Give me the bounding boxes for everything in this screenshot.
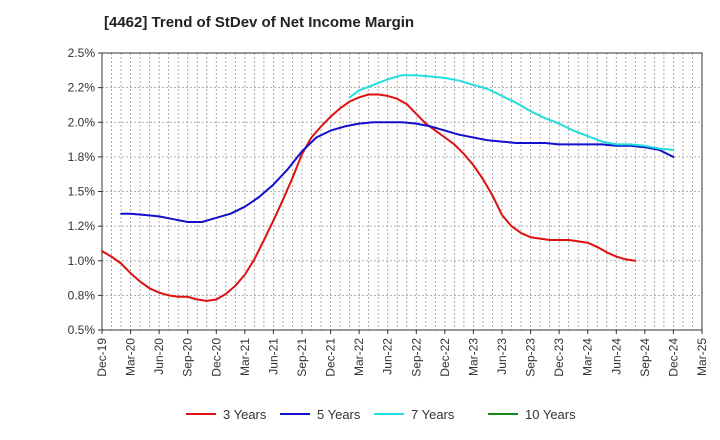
- x-tick-label: Sep-20: [181, 338, 195, 377]
- y-axis-ticks: 0.5% 0.8% 1.0% 1.2% 1.5% 1.8% 2.0% 2.2% 2.5%: [68, 46, 96, 337]
- y-tick-label: 0.8%: [68, 288, 96, 302]
- x-tick-label: Mar-20: [124, 338, 138, 376]
- y-tick-label: 2.5%: [68, 46, 96, 60]
- series-lines: [101, 74, 675, 302]
- x-tick-label: Sep-21: [295, 338, 309, 377]
- series-line-3-years: [101, 93, 637, 302]
- y-tick-label: 1.2%: [68, 219, 96, 233]
- legend: 3 Years 5 Years 7 Years 10 Years: [186, 407, 576, 422]
- grid: [102, 53, 702, 330]
- y-tick-label: 1.0%: [68, 254, 96, 268]
- x-tick-label: Dec-23: [552, 338, 566, 377]
- x-tick-label: Dec-24: [666, 338, 680, 377]
- y-tick-label: 2.2%: [68, 81, 96, 95]
- x-tick-label: Mar-22: [352, 338, 366, 376]
- x-tick-label: Mar-23: [466, 338, 480, 376]
- x-tick-label: Sep-24: [638, 338, 652, 377]
- y-tick-label: 0.5%: [68, 323, 96, 337]
- series-line-5-years: [120, 121, 675, 223]
- x-tick-label: Jun-22: [381, 338, 395, 375]
- x-tick-label: Dec-19: [95, 338, 109, 377]
- legend-label: 5 Years: [317, 407, 361, 422]
- series-line-7-years: [348, 74, 675, 151]
- x-tick-label: Jun-23: [495, 338, 509, 375]
- y-tick-label: 2.0%: [68, 115, 96, 129]
- x-tick-label: Sep-22: [409, 338, 423, 377]
- y-tick-label: 1.8%: [68, 150, 96, 164]
- x-tick-label: Mar-25: [695, 338, 709, 376]
- axes: [98, 52, 703, 334]
- x-tick-label: Mar-24: [581, 338, 595, 376]
- legend-label: 7 Years: [411, 407, 455, 422]
- x-tick-label: Dec-22: [438, 338, 452, 377]
- x-tick-label: Mar-21: [238, 338, 252, 376]
- x-tick-label: Jun-21: [266, 338, 280, 375]
- y-tick-label: 1.5%: [68, 185, 96, 199]
- x-tick-label: Dec-21: [324, 338, 338, 377]
- x-tick-label: Jun-20: [152, 338, 166, 375]
- plot-frame: [101, 52, 703, 331]
- x-tick-label: Jun-24: [609, 338, 623, 375]
- x-tick-label: Dec-20: [209, 338, 223, 377]
- x-tick-label: Sep-23: [524, 338, 538, 377]
- legend-label: 10 Years: [525, 407, 576, 422]
- legend-label: 3 Years: [223, 407, 267, 422]
- x-axis-ticks: Dec-19 Mar-20 Jun-20 Sep-20 Dec-20 Mar-21 Jun-…: [95, 338, 709, 377]
- chart-title: [4462] Trend of StDev of Net Income Marg…: [104, 14, 415, 31]
